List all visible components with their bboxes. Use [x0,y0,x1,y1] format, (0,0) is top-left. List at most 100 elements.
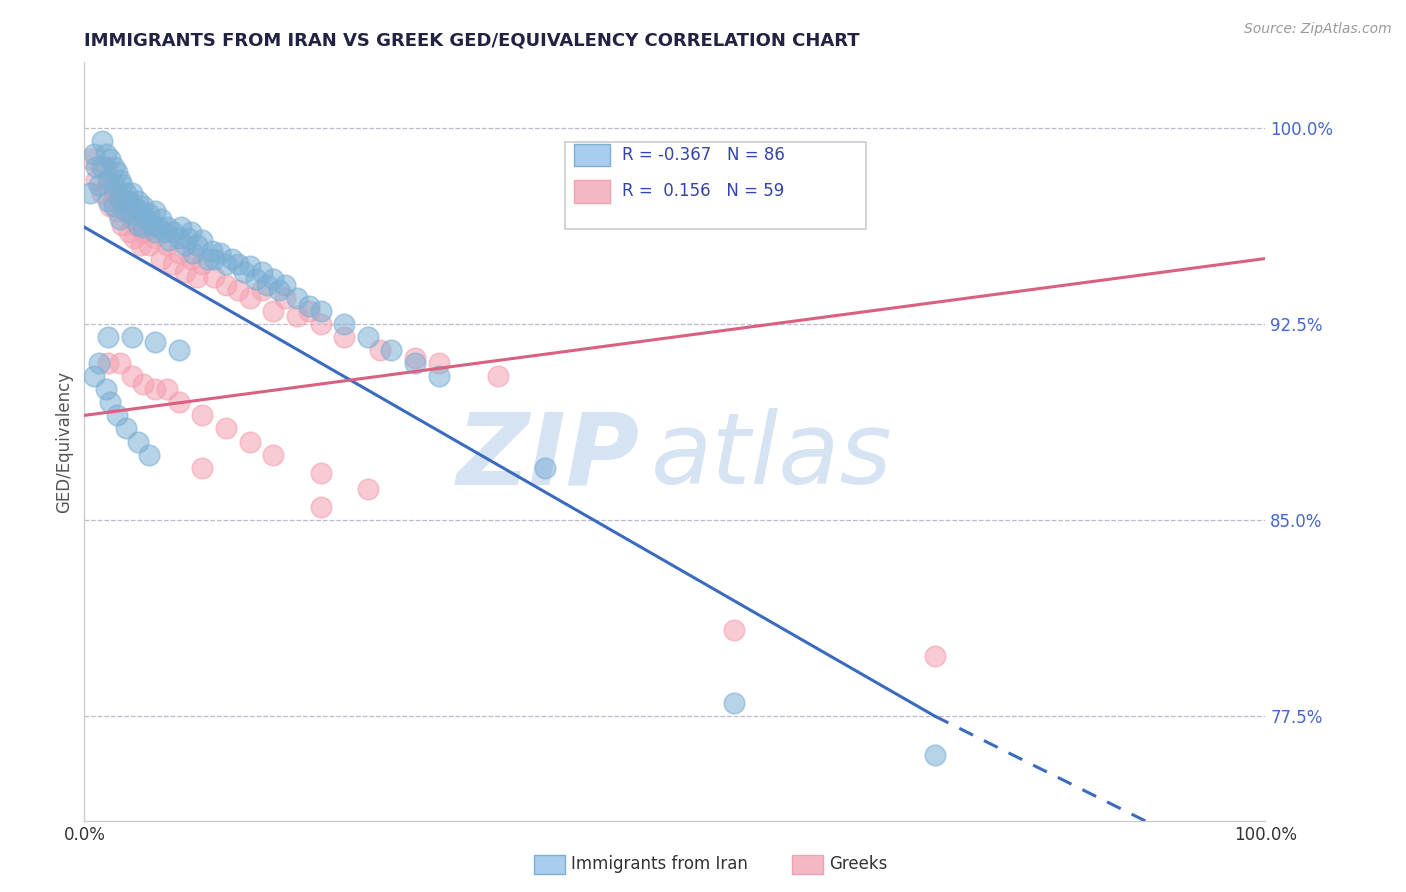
Point [108,212,131,227]
Point [108,191,131,205]
Point [97,194,120,208]
Text: IMMIGRANTS FROM IRAN VS GREEK GED/EQUIVALENCY CORRELATION CHART: IMMIGRANTS FROM IRAN VS GREEK GED/EQUIVA… [84,32,860,50]
Point [427,356,450,370]
Point [127,218,149,232]
Point [226,257,249,271]
Point [723,623,745,637]
Point [103,186,125,201]
Point [87,356,110,370]
Point [274,291,297,305]
Point [97,330,120,344]
Point [368,343,391,357]
Point [87,178,110,193]
Text: ZIP: ZIP [457,409,640,505]
Point [167,343,190,357]
Point [924,648,946,663]
Point [138,448,160,462]
Point [157,233,180,247]
Point [107,409,129,423]
Point [180,252,202,266]
Point [150,212,173,227]
Point [191,233,214,247]
Point [404,351,426,365]
Text: atlas: atlas [651,409,893,505]
Point [114,204,136,219]
Point [127,194,149,208]
Point [118,194,141,208]
Point [177,230,200,244]
Point [79,186,101,201]
Point [209,246,232,260]
Point [170,220,193,235]
Point [221,252,243,266]
Point [250,283,273,297]
FancyBboxPatch shape [575,144,610,166]
Point [138,207,160,221]
Point [173,238,195,252]
Point [269,283,291,297]
Point [146,220,169,235]
Point [191,257,214,271]
Point [132,377,155,392]
Point [107,204,129,219]
Point [129,238,152,252]
Point [262,303,284,318]
Point [142,218,165,232]
Point [162,226,184,240]
Point [197,252,219,266]
Point [156,382,179,396]
Point [127,220,149,235]
Point [239,434,262,449]
Point [122,230,145,244]
Point [83,369,105,384]
Text: Immigrants from Iran: Immigrants from Iran [571,855,748,873]
Point [191,409,214,423]
Point [121,207,143,221]
Point [156,238,179,252]
Point [173,264,195,278]
Point [103,199,125,213]
Point [91,186,114,201]
Point [132,226,155,240]
Point [191,460,214,475]
Point [107,165,129,179]
FancyBboxPatch shape [565,142,866,229]
Point [298,303,321,318]
Point [202,252,225,266]
Point [84,173,107,187]
Text: Greeks: Greeks [830,855,889,873]
Point [167,395,190,409]
Point [239,260,262,274]
Point [167,230,190,244]
Point [150,252,173,266]
Point [298,299,321,313]
Point [309,466,332,480]
Point [167,246,190,260]
Point [79,152,101,166]
Point [245,272,267,286]
Point [380,343,402,357]
Point [285,291,308,305]
Point [111,178,134,193]
Point [202,269,225,284]
Point [357,482,380,496]
Point [285,309,308,323]
Point [262,448,284,462]
Point [98,395,121,409]
Point [723,696,745,710]
Point [309,500,332,514]
Text: Source: ZipAtlas.com: Source: ZipAtlas.com [1244,22,1392,37]
Point [153,226,176,240]
Point [143,204,166,219]
Point [256,277,278,292]
Point [162,257,184,271]
Y-axis label: GED/Equivalency: GED/Equivalency [55,370,73,513]
Point [333,317,356,331]
Point [309,317,332,331]
Point [486,369,509,384]
Point [143,382,166,396]
Point [239,291,262,305]
Point [333,330,356,344]
Text: R = -0.367   N = 86: R = -0.367 N = 86 [621,146,785,164]
Point [121,212,143,227]
